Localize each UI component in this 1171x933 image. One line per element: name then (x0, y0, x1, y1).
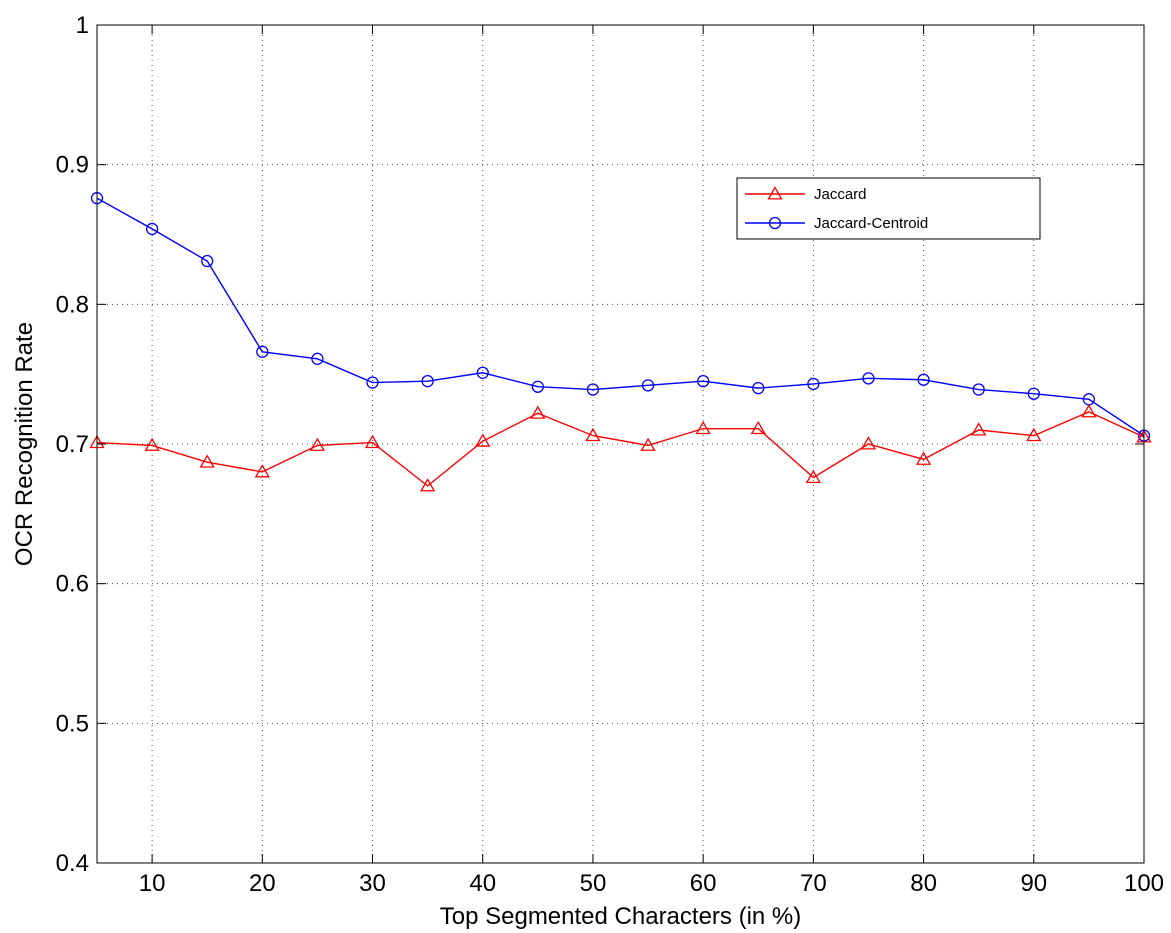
triangle-marker (475, 433, 491, 447)
series-line (96, 197, 1145, 437)
circle-marker (421, 374, 434, 388)
legend-box (736, 177, 1041, 240)
circle-marker (201, 254, 214, 268)
series-line (96, 411, 1145, 487)
legend-item: Jaccard-Centroid (745, 215, 928, 232)
x-tick-label: 60 (690, 870, 717, 897)
circle-marker (476, 366, 489, 379)
triangle-marker (1026, 427, 1042, 442)
x-axis-label: Top Segmented Characters (in %) (440, 903, 802, 930)
y-tick-label: 0.5 (56, 710, 89, 737)
y-tick-label: 0.9 (56, 152, 89, 179)
legend: Jaccard Jaccard-Centroid (736, 177, 1041, 240)
circle-marker (145, 222, 159, 236)
legend-item: Jaccard (745, 186, 867, 203)
legend-label: Jaccard-Centroid (814, 215, 928, 232)
series-jaccard (89, 404, 1152, 492)
circle-marker (256, 345, 269, 358)
grid (97, 24, 1145, 864)
triangle-marker (585, 427, 601, 442)
x-tick-label: 50 (580, 870, 607, 897)
triangle-marker (915, 451, 932, 465)
x-tick-label: 20 (249, 870, 276, 897)
y-tick-label: 0.4 (56, 850, 89, 877)
circle-marker (807, 377, 820, 391)
x-tick-label: 40 (469, 870, 496, 897)
circle-marker (917, 373, 930, 386)
triangle-marker (767, 186, 783, 200)
x-tick-label: 80 (910, 870, 937, 897)
triangle-marker (805, 469, 821, 484)
y-axis-label: OCR Recognition Rate (11, 322, 38, 566)
circle-marker (972, 383, 985, 396)
circle-marker (531, 380, 544, 393)
circle-marker (752, 381, 765, 395)
triangle-marker (199, 454, 215, 468)
triangle-marker (530, 405, 546, 419)
x-tick-label: 90 (1020, 870, 1047, 897)
triangle-marker (695, 420, 711, 435)
triangle-marker (364, 434, 381, 449)
circle-marker (697, 374, 710, 388)
y-tick-label: 1 (76, 12, 89, 39)
circle-marker (768, 216, 782, 230)
triangle-marker (254, 464, 270, 478)
circle-marker (586, 383, 600, 396)
ticks: 10 20 30 40 50 60 70 80 90 100 0.4 0.5 0.6 0.7 0.8 0.9 1 (56, 12, 1164, 897)
triangle-marker (309, 437, 326, 451)
triangle-marker (640, 437, 656, 451)
triangle-marker (1081, 404, 1097, 418)
triangle-marker (750, 420, 766, 435)
x-tick-label: 70 (800, 870, 827, 897)
x-tick-label: 30 (359, 870, 386, 897)
y-tick-label: 0.8 (56, 291, 89, 318)
plot-frame (96, 24, 1145, 864)
circle-marker (311, 352, 324, 365)
circle-marker (366, 376, 379, 389)
circle-marker (862, 372, 875, 385)
y-tick-label: 0.6 (56, 571, 89, 598)
triangle-marker (860, 436, 877, 450)
series-layer (89, 192, 1152, 492)
circle-marker (641, 379, 655, 392)
triangle-marker (144, 437, 160, 451)
triangle-marker (971, 422, 987, 436)
triangle-marker (420, 478, 436, 492)
y-tick-label: 0.7 (56, 431, 89, 458)
legend-label: Jaccard (814, 186, 867, 203)
x-tick-label: 100 (1124, 870, 1164, 897)
series-jaccard-centroid (90, 192, 1151, 442)
x-tick-label: 10 (139, 870, 166, 897)
circle-marker (1027, 387, 1040, 400)
